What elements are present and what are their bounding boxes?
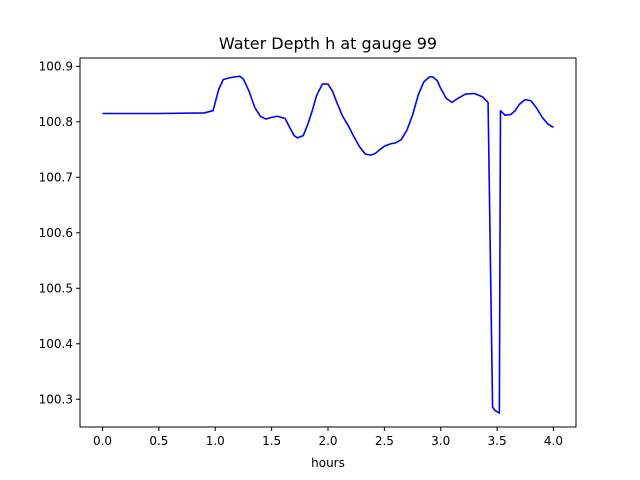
x-tick-label: 0.5 (149, 434, 168, 448)
x-tick-label: 1.5 (262, 434, 281, 448)
y-tick-label: 100.5 (39, 281, 73, 295)
x-tick-label: 4.0 (544, 434, 563, 448)
x-tick-label: 3.5 (488, 434, 507, 448)
y-tick-label: 100.9 (39, 59, 73, 73)
y-tick-label: 100.6 (39, 226, 73, 240)
x-tick-label: 2.0 (318, 434, 337, 448)
x-tick-label: 2.5 (375, 434, 394, 448)
chart-title: Water Depth h at gauge 99 (219, 34, 437, 53)
x-tick-label: 0.0 (93, 434, 112, 448)
x-axis-ticks: 0.0 0.5 1.0 1.5 2.0 2.5 3.0 3.5 4.0 (93, 427, 563, 448)
y-axis-ticks: 100.3 100.4 100.5 100.6 100.7 100.8 100.9 (39, 59, 80, 406)
series-layer (102, 75, 554, 414)
plot-frame (79, 57, 577, 428)
x-axis-label: hours (311, 456, 345, 470)
series-line (102, 75, 554, 414)
x-tick-label: 3.0 (431, 434, 450, 448)
y-tick-label: 100.8 (39, 115, 73, 129)
x-tick-label: 1.0 (206, 434, 225, 448)
y-tick-label: 100.7 (39, 170, 73, 184)
y-tick-label: 100.3 (39, 392, 73, 406)
y-tick-label: 100.4 (39, 337, 73, 351)
